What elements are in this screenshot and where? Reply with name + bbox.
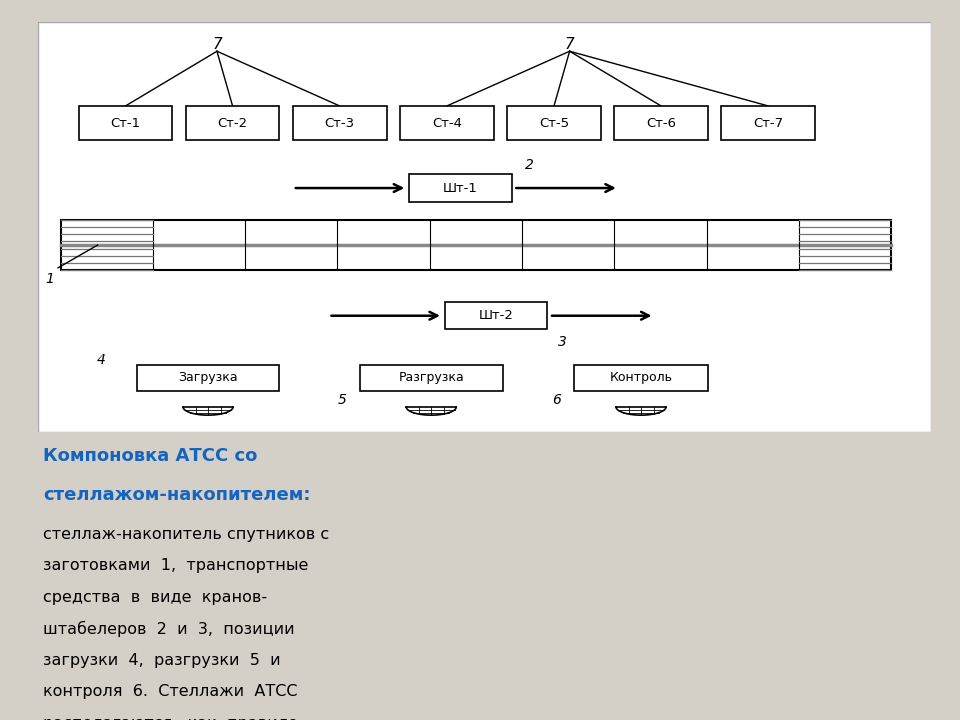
Text: Ст-7: Ст-7 xyxy=(754,117,783,130)
Bar xyxy=(185,106,279,140)
Bar xyxy=(507,106,601,140)
Text: Компоновка АТСС со: Компоновка АТСС со xyxy=(43,447,257,465)
Bar xyxy=(409,174,512,202)
Text: штабелеров  2  и  3,  позиции: штабелеров 2 и 3, позиции xyxy=(43,621,295,637)
Bar xyxy=(60,220,891,270)
Text: контроля  6.  Стеллажи  АТСС: контроля 6. Стеллажи АТСС xyxy=(43,684,298,699)
Text: 1: 1 xyxy=(45,272,55,287)
Text: Ст-4: Ст-4 xyxy=(432,117,462,130)
Bar xyxy=(444,302,547,329)
Bar xyxy=(400,106,493,140)
Text: 3: 3 xyxy=(558,335,567,349)
Text: стеллаж-накопитель спутников с: стеллаж-накопитель спутников с xyxy=(43,527,329,541)
Text: Шт-1: Шт-1 xyxy=(443,181,478,194)
Text: 4: 4 xyxy=(97,353,106,366)
Text: загрузки  4,  разгрузки  5  и: загрузки 4, разгрузки 5 и xyxy=(43,652,281,667)
Text: Ст-3: Ст-3 xyxy=(324,117,355,130)
Text: 6: 6 xyxy=(552,393,561,408)
Text: Загрузка: Загрузка xyxy=(179,372,238,384)
Text: заготовками  1,  транспортные: заготовками 1, транспортные xyxy=(43,558,308,573)
Text: Ст-2: Ст-2 xyxy=(218,117,248,130)
Bar xyxy=(614,106,708,140)
Text: стеллажом-накопителем:: стеллажом-накопителем: xyxy=(43,486,311,504)
Text: 2: 2 xyxy=(525,158,534,172)
Bar xyxy=(136,364,279,391)
Bar xyxy=(721,106,815,140)
Text: 5: 5 xyxy=(338,393,347,408)
Text: 7: 7 xyxy=(212,37,222,52)
Text: 7: 7 xyxy=(564,37,574,52)
Text: Разгрузка: Разгрузка xyxy=(398,372,464,384)
Bar xyxy=(79,106,173,140)
Bar xyxy=(293,106,387,140)
Text: Ст-6: Ст-6 xyxy=(646,117,676,130)
Text: располагаются,  как  правило,: располагаются, как правило, xyxy=(43,716,303,720)
Text: Контроль: Контроль xyxy=(610,372,673,384)
Text: Шт-2: Шт-2 xyxy=(478,309,514,323)
Bar xyxy=(574,364,708,391)
Text: Ст-1: Ст-1 xyxy=(110,117,140,130)
Text: Ст-5: Ст-5 xyxy=(539,117,569,130)
Text: средства  в  виде  кранов-: средства в виде кранов- xyxy=(43,590,267,605)
Bar xyxy=(360,364,503,391)
